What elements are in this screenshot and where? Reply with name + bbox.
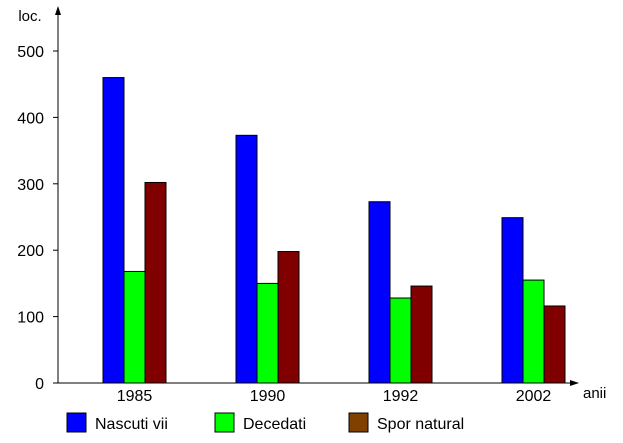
bar-spor-natural-1990: [277, 251, 300, 384]
bar-nascuti-vii-2002: [501, 217, 524, 384]
legend-swatch-nascuti-vii: [66, 412, 87, 433]
y-tick-label: 400: [17, 110, 44, 127]
bar-decedati-1992: [389, 297, 412, 384]
x-tick-label: 1985: [117, 388, 153, 405]
y-tick-label: 500: [17, 44, 44, 61]
x-axis-title: anii: [583, 385, 606, 402]
bar-decedati-1985: [123, 270, 146, 384]
y-tick-label: 100: [17, 310, 44, 327]
y-axis-title: loc.: [18, 8, 41, 25]
y-tick-label: 0: [35, 376, 44, 393]
x-tick-label: 1990: [250, 388, 286, 405]
bar-spor-natural-1985: [144, 181, 167, 384]
bar-spor-natural-1992: [410, 285, 433, 384]
x-tick-label: 1992: [383, 388, 419, 405]
legend-label-decedati: Decedati: [243, 416, 306, 433]
y-tick-label: 300: [17, 177, 44, 194]
legend-label-spor-natural: Spor natural: [377, 416, 464, 433]
x-tick-label: 2002: [516, 388, 552, 405]
y-ticks-group: 0 100 200 300 400 500: [17, 44, 58, 393]
bar-nascuti-vii-1985: [102, 77, 125, 384]
y-tick-label: 200: [17, 243, 44, 260]
legend: Nascuti vii Decedati Spor natural: [66, 412, 464, 433]
x-ticks-group: 1985 1990 1992 2002: [117, 388, 552, 405]
axes-group: [55, 6, 579, 386]
legend-swatch-decedati: [214, 412, 235, 433]
legend-label-nascuti-vii: Nascuti vii: [95, 416, 168, 433]
bar-decedati-2002: [522, 279, 545, 384]
bar-nascuti-vii-1992: [368, 201, 391, 384]
legend-swatch-spor-natural: [348, 412, 369, 433]
bar-spor-natural-2002: [543, 305, 566, 384]
y-axis-arrow-icon: [55, 6, 61, 15]
bar-nascuti-vii-1990: [235, 134, 258, 384]
x-axis-arrow-icon: [570, 380, 579, 386]
bars-group: [102, 77, 566, 384]
bar-decedati-1990: [256, 282, 279, 384]
